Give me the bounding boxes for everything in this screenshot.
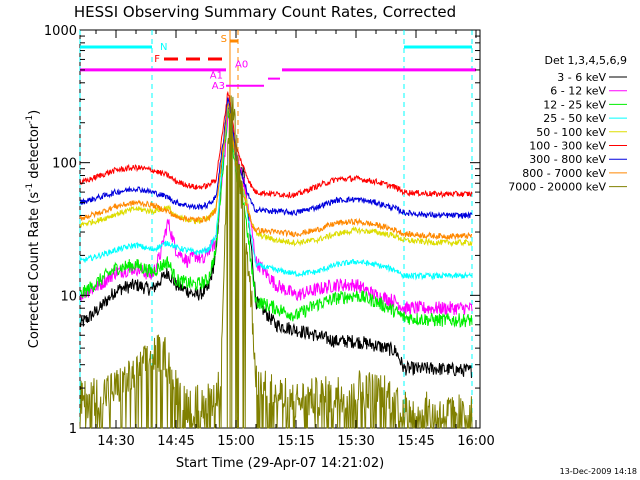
legend-entry-label-6: 300 - 800 keV	[529, 153, 606, 166]
x-tick-label-4: 15:30	[337, 434, 374, 449]
series-line-5	[79, 90, 473, 200]
y-tick-label-2: 100	[52, 157, 77, 172]
legend-entry-label-7: 800 - 7000 keV	[522, 167, 606, 180]
night-label: N	[160, 42, 167, 53]
x-tick-label-5: 15:45	[397, 434, 434, 449]
legend-entry-label-5: 100 - 300 keV	[529, 140, 606, 153]
legend-entry-label-8: 7000 - 20000 keV	[508, 181, 606, 194]
series-line-6	[79, 97, 473, 220]
x-tick-label-1: 14:45	[157, 434, 194, 449]
axis-ticks: 1 10 100 1000 14:30 14:45 15:00 15:15 15:30 15:45…	[44, 24, 495, 449]
flare-label: F	[154, 54, 160, 65]
series-line-7	[79, 102, 472, 241]
legend-title: Det 1,3,4,5,6,9	[544, 54, 627, 67]
legend-entry-label-4: 50 - 100 keV	[536, 126, 606, 139]
x-tick-label-0: 14:30	[97, 434, 134, 449]
chart-title: HESSI Observing Summary Count Rates, Cor…	[74, 3, 456, 21]
series-line-2	[79, 108, 473, 328]
series-layer	[79, 90, 473, 430]
y-tick-label-3: 1000	[44, 24, 77, 39]
saa-label: S	[221, 34, 227, 45]
series-line-4	[79, 103, 473, 248]
legend-entry-label-2: 12 - 25 keV	[543, 98, 606, 111]
legend-entry-label-1: 6 - 12 keV	[550, 85, 606, 98]
series-line-0	[79, 104, 473, 379]
attenuator-label-a0: A0	[235, 60, 248, 71]
legend-entry-label-3: 25 - 50 keV	[543, 112, 606, 125]
attenuator-label-a1: A1	[210, 71, 223, 82]
y-axis-label: Corrected Count Rate (s-1 detector-1)	[25, 110, 42, 348]
timestamp: 13-Dec-2009 14:18	[560, 467, 637, 476]
attenuator-label-a3: A3	[212, 81, 225, 92]
y-tick-label-1: 10	[60, 289, 77, 304]
series-line-8	[79, 95, 473, 430]
x-tick-label-6: 16:00	[457, 434, 494, 449]
x-tick-label-3: 15:15	[277, 434, 314, 449]
x-tick-label-2: 15:00	[217, 434, 254, 449]
series-line-3	[79, 104, 473, 281]
y-tick-label-0: 1	[69, 422, 77, 437]
series-line-1	[79, 113, 473, 316]
x-axis-label: Start Time (29-Apr-07 14:21:02)	[176, 456, 384, 471]
legend-entry-label-0: 3 - 6 keV	[557, 71, 606, 84]
